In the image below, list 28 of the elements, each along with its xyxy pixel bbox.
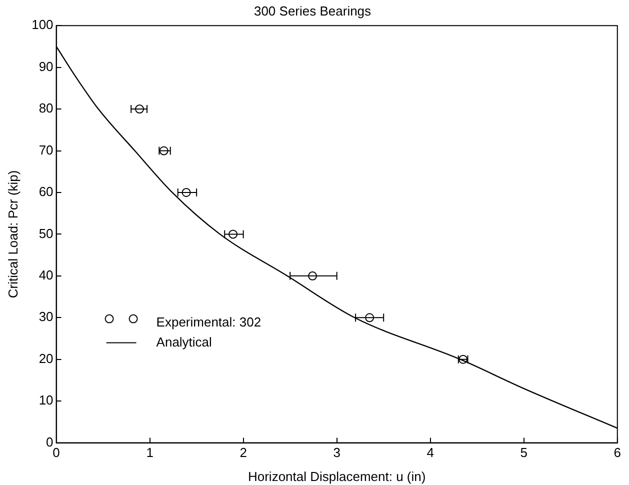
y-tick-label: 20 bbox=[38, 350, 54, 366]
x-tick-label: 2 bbox=[240, 445, 247, 460]
y-axis-title: Critical Load: Pcr (kip) bbox=[5, 170, 20, 298]
y-tick-label: 50 bbox=[38, 226, 54, 241]
point bbox=[182, 188, 191, 197]
x-tick-label: 4 bbox=[426, 445, 434, 460]
x-tick-label: 3 bbox=[333, 445, 340, 460]
chart-title: 300 Series Bearings bbox=[254, 3, 372, 18]
y-tick-label: 30 bbox=[38, 309, 54, 324]
point bbox=[308, 271, 318, 280]
x-tick-label: 5 bbox=[520, 445, 528, 460]
point bbox=[159, 146, 168, 156]
point bbox=[365, 313, 374, 322]
y-tick-label: 0 bbox=[46, 434, 54, 450]
legend-label: Analytical bbox=[156, 334, 212, 350]
y-tick-label: 40 bbox=[38, 268, 54, 282]
y-tick-label: 80 bbox=[38, 100, 54, 116]
point bbox=[228, 230, 238, 239]
y-tick-label: 60 bbox=[38, 184, 54, 200]
y-tick-label: 70 bbox=[38, 142, 54, 158]
legend-label: Experimental: 302 bbox=[156, 314, 262, 330]
x-tick-label: 1 bbox=[146, 445, 154, 460]
point bbox=[135, 104, 144, 114]
y-tick-label: 90 bbox=[38, 58, 54, 74]
y-tick-label: 100 bbox=[32, 17, 54, 32]
x-axis-title: Horizontal Displacement: u (in) bbox=[248, 468, 426, 484]
x-tick-label: 6 bbox=[614, 445, 621, 460]
y-tick-label: 10 bbox=[38, 392, 54, 408]
